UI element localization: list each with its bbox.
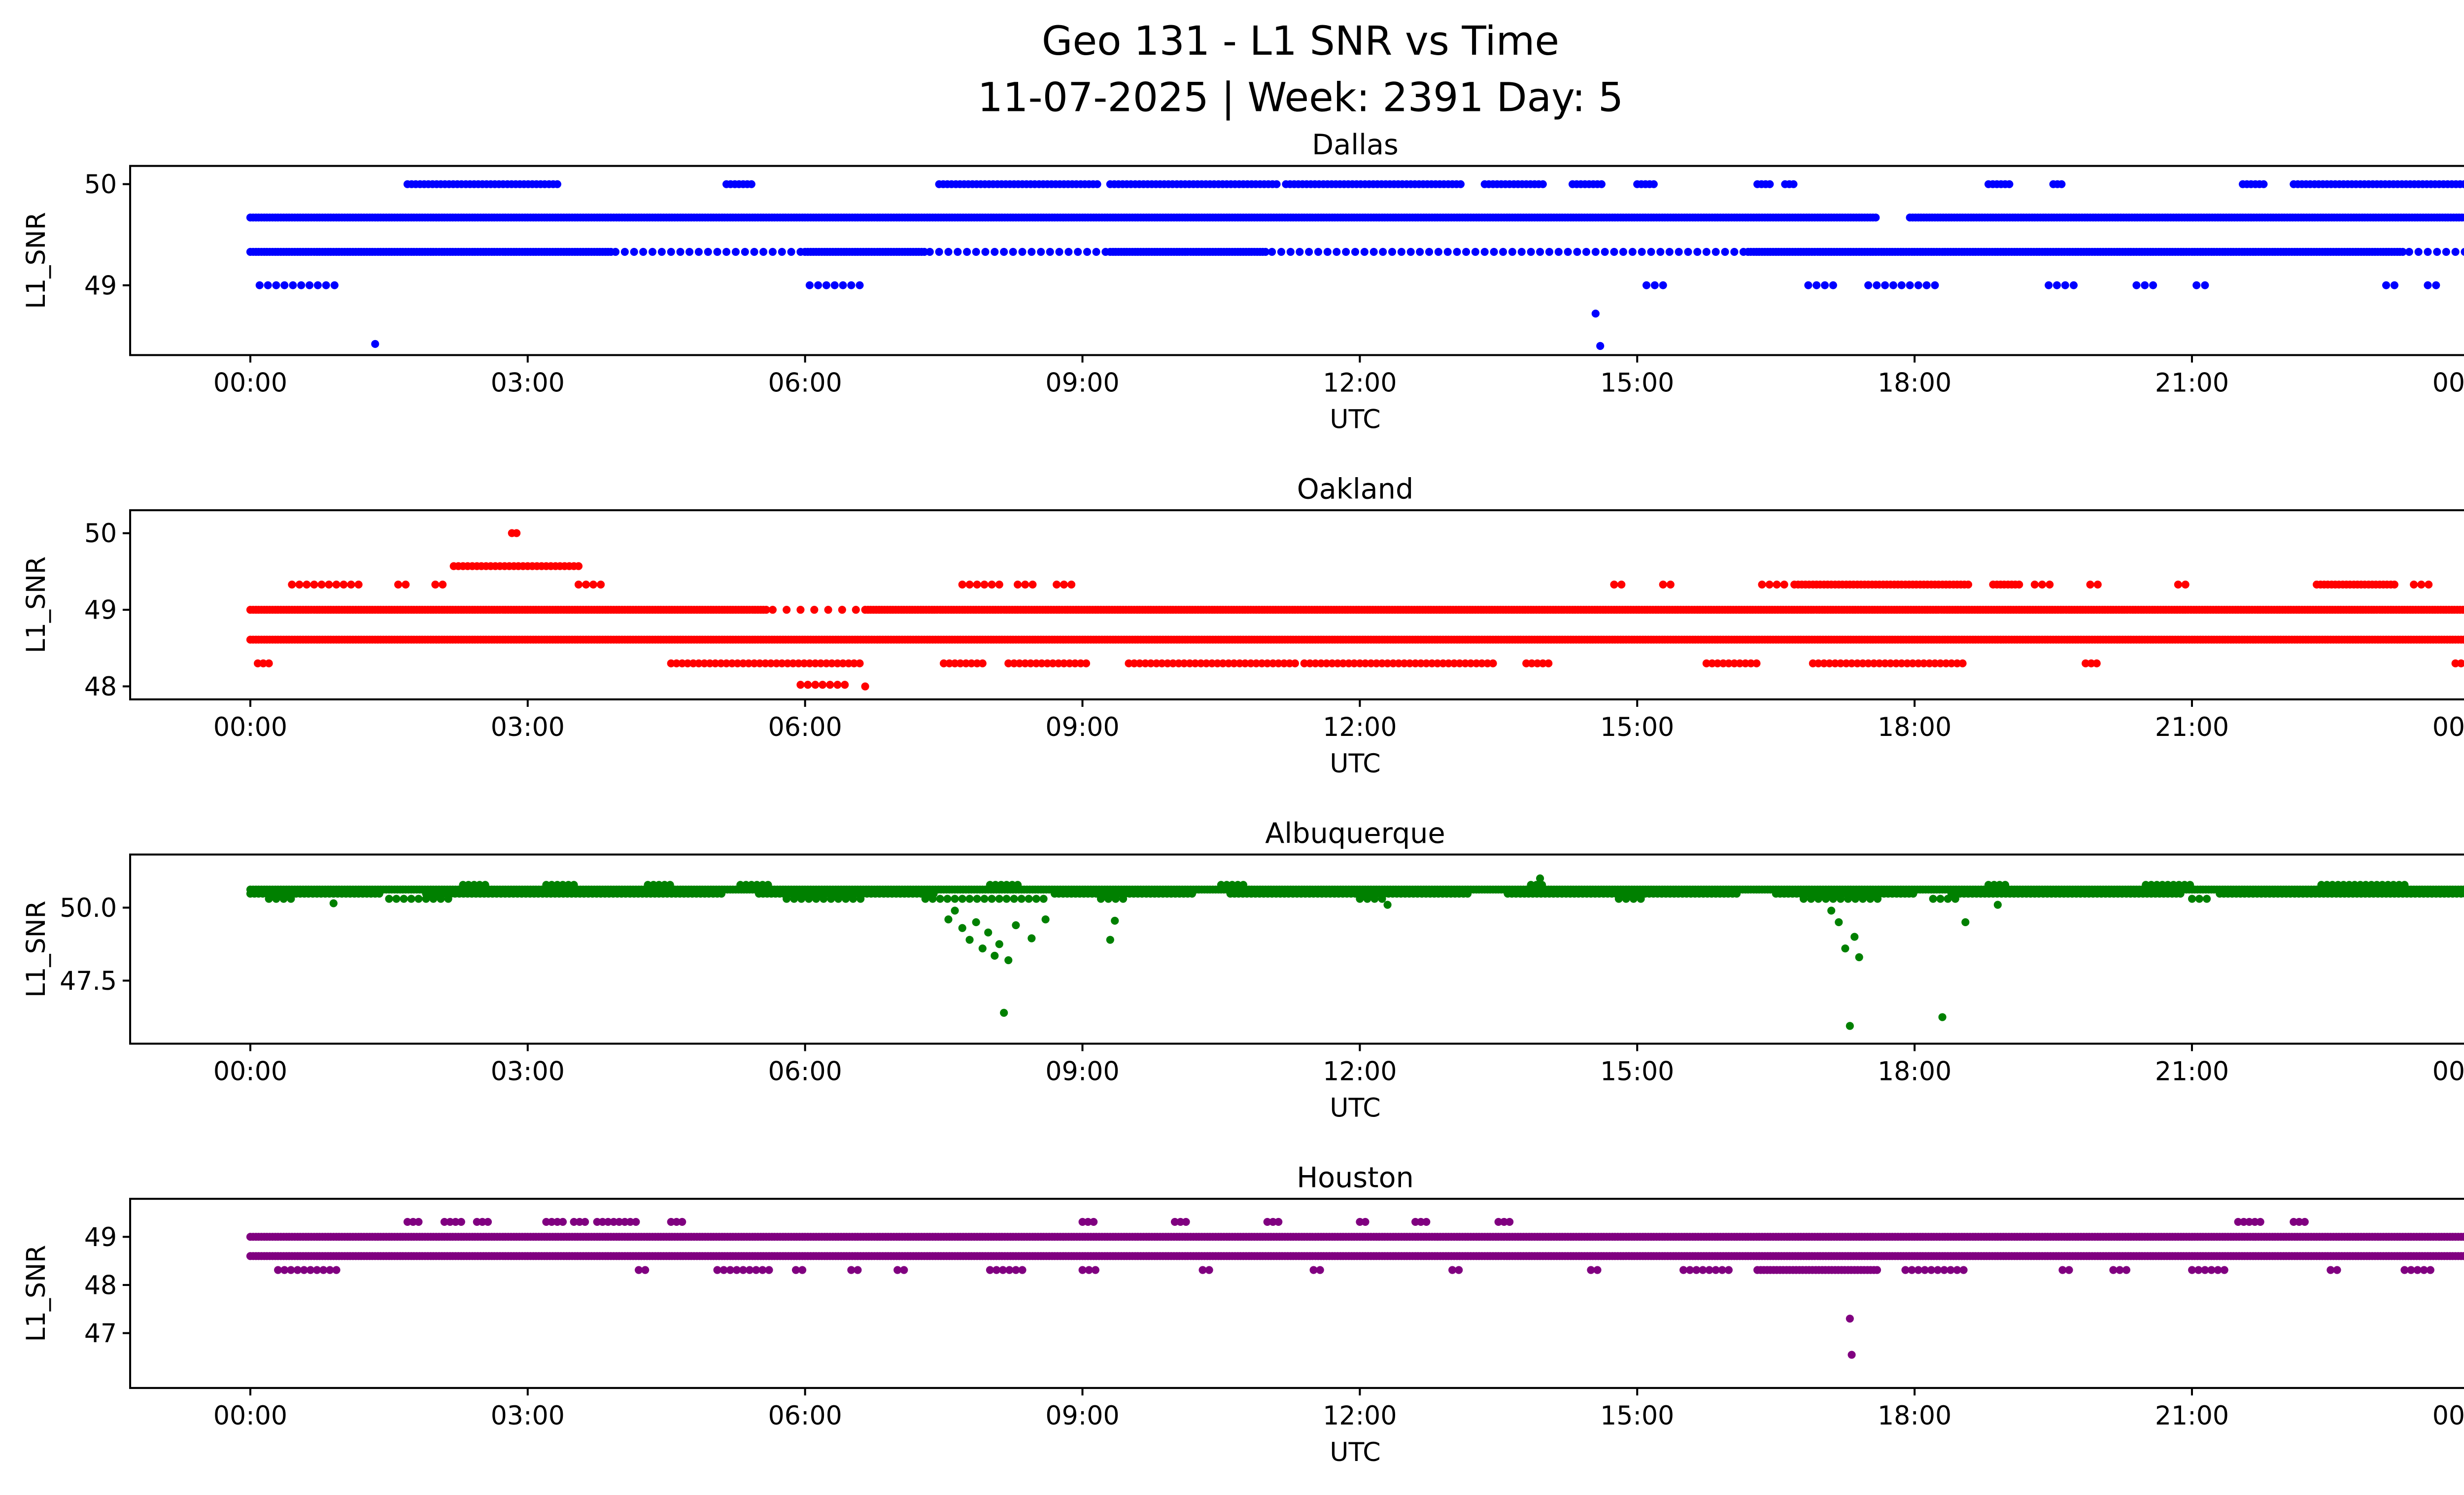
- y-tick-label: 50.0: [60, 894, 117, 923]
- x-tick-label: 15:00: [1600, 1401, 1674, 1431]
- scatter-points: [246, 874, 2464, 1030]
- x-tick-label: 15:00: [1600, 368, 1674, 398]
- y-tick-label: 47.5: [60, 967, 117, 996]
- x-tick-label: 00:00: [2432, 713, 2464, 742]
- subplot-dallas: Dallas 00:00 03:00 06:00 09:00 12:00 15:00 18:0…: [22, 129, 2464, 434]
- y-axis-label: L1_SNR: [22, 212, 51, 309]
- x-tick-label: 03:00: [491, 368, 565, 398]
- y-tick-label: 50: [84, 170, 117, 200]
- x-tick-label: 12:00: [1323, 1057, 1397, 1086]
- x-tick-label: 12:00: [1323, 713, 1397, 742]
- subplot-title: Albuquerque: [1265, 817, 1445, 850]
- subplot-title: Dallas: [1312, 129, 1399, 161]
- x-tick-label: 21:00: [2155, 1057, 2229, 1086]
- x-tick-label: 21:00: [2155, 368, 2229, 398]
- y-tick-label: 50: [84, 519, 117, 549]
- x-axis-label: UTC: [1330, 1093, 1380, 1123]
- axes-frame: [129, 1198, 2464, 1389]
- x-tick-label: 09:00: [1045, 713, 1119, 742]
- subplot-oakland: Oakland 00:00 03:00 06:00 09:00 12:00 15:00 18:…: [22, 473, 2464, 779]
- y-axis-label: L1_SNR: [22, 556, 51, 654]
- x-tick-label: 03:00: [491, 1057, 565, 1086]
- subplot-albuquerque: Albuquerque 00:00 03:00 06:00 09:00 12:00 15:0…: [22, 817, 2464, 1123]
- subplot-houston: Houston 00:00 03:00 06:00 09:00 12:00 15:00 18:…: [22, 1162, 2464, 1467]
- x-axis-label: UTC: [1330, 1438, 1380, 1467]
- x-tick-label: 06:00: [768, 1401, 842, 1431]
- axes-frame: [129, 165, 2464, 356]
- x-tick-label: 21:00: [2155, 713, 2229, 742]
- y-tick-label: 49: [84, 271, 117, 301]
- subplot-title: Oakland: [1297, 473, 1414, 506]
- x-tick-label: 18:00: [1878, 1401, 1951, 1431]
- figure-title-line1: Geo 131 - L1 SNR vs Time: [1042, 18, 1559, 65]
- scatter-points: [246, 529, 2464, 691]
- x-tick-label: 15:00: [1600, 713, 1674, 742]
- x-tick-label: 03:00: [491, 1401, 565, 1431]
- x-tick-label: 18:00: [1878, 368, 1951, 398]
- axes-frame: [129, 509, 2464, 700]
- subplots: Dallas 00:00 03:00 06:00 09:00 12:00 15:00 18:0…: [22, 129, 2464, 1467]
- x-tick-label: 09:00: [1045, 1401, 1119, 1431]
- figure-title-line2: 11-07-2025 | Week: 2391 Day: 5: [978, 75, 1623, 121]
- x-tick-label: 12:00: [1323, 368, 1397, 398]
- x-tick-label: 09:00: [1045, 1057, 1119, 1086]
- x-tick-label: 00:00: [2432, 1401, 2464, 1431]
- y-tick-label: 47: [84, 1319, 117, 1349]
- x-tick-label: 18:00: [1878, 1057, 1951, 1086]
- y-tick-label: 48: [84, 1271, 117, 1300]
- x-tick-label: 06:00: [768, 1057, 842, 1086]
- x-tick-label: 09:00: [1045, 368, 1119, 398]
- x-tick-label: 00:00: [213, 713, 287, 742]
- subplot-title: Houston: [1297, 1162, 1414, 1194]
- x-tick-label: 06:00: [768, 368, 842, 398]
- x-tick-label: 00:00: [213, 1057, 287, 1086]
- x-tick-label: 12:00: [1323, 1401, 1397, 1431]
- y-tick-label: 49: [84, 596, 117, 626]
- axes-frame: [129, 853, 2464, 1045]
- x-tick-label: 03:00: [491, 713, 565, 742]
- y-tick-label: 48: [84, 672, 117, 702]
- x-axis-label: UTC: [1330, 405, 1380, 434]
- y-tick-label: 49: [84, 1223, 117, 1252]
- x-tick-label: 00:00: [2432, 368, 2464, 398]
- x-axis-label: UTC: [1330, 749, 1380, 779]
- y-axis-label: L1_SNR: [22, 1245, 51, 1342]
- scatter-points: [246, 180, 2464, 350]
- x-tick-label: 00:00: [213, 368, 287, 398]
- x-tick-label: 15:00: [1600, 1057, 1674, 1086]
- x-tick-label: 18:00: [1878, 713, 1951, 742]
- x-tick-label: 00:00: [213, 1401, 287, 1431]
- y-axis-label: L1_SNR: [22, 901, 51, 998]
- x-tick-label: 06:00: [768, 713, 842, 742]
- scatter-points: [246, 1217, 2464, 1359]
- x-tick-label: 21:00: [2155, 1401, 2229, 1431]
- x-tick-label: 00:00: [2432, 1057, 2464, 1086]
